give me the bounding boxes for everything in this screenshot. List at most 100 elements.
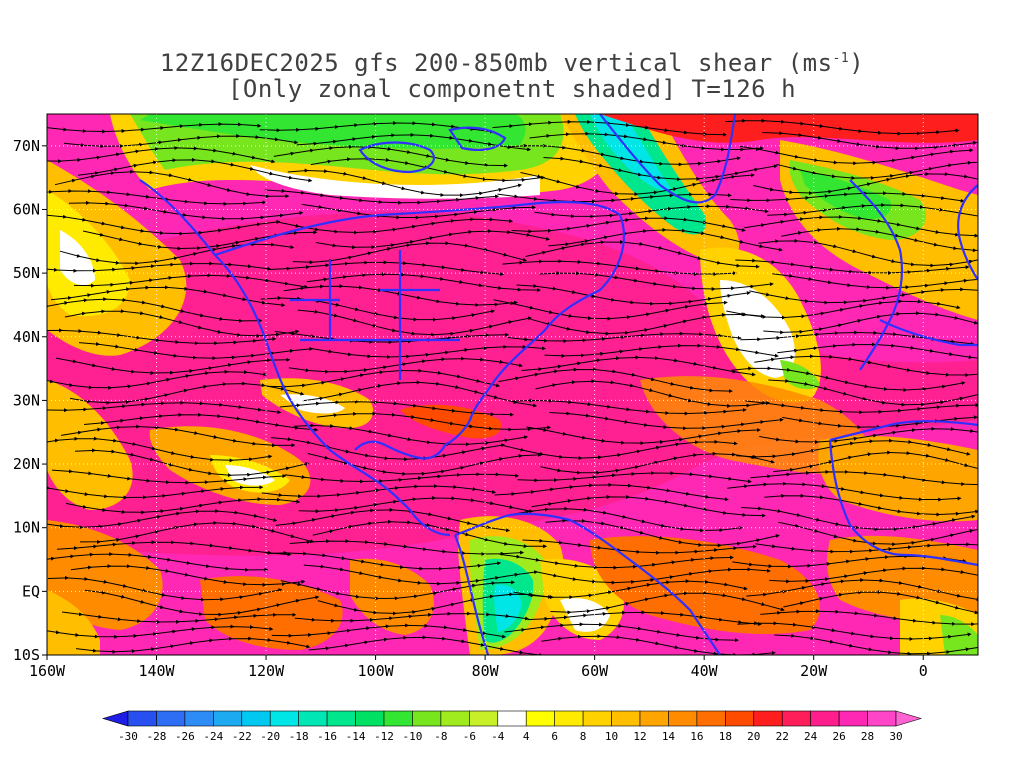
colorbar-swatch bbox=[241, 710, 271, 727]
colorbar-swatch bbox=[298, 710, 328, 727]
x-tick-label: 80W bbox=[472, 662, 500, 680]
colorbar-swatch bbox=[582, 710, 612, 727]
streamline bbox=[59, 242, 295, 266]
title-line-2: [Only zonal componetnt shaded] T=126 h bbox=[227, 75, 797, 103]
colorbar-swatch bbox=[326, 710, 356, 727]
colorbar-swatch bbox=[554, 710, 584, 727]
colorbar-label: 20 bbox=[747, 730, 760, 743]
streamline bbox=[294, 611, 530, 623]
colorbar-swatch bbox=[184, 710, 214, 727]
streamline bbox=[736, 438, 971, 459]
colorbar-label: 16 bbox=[690, 730, 703, 743]
y-tick-label: EQ bbox=[22, 582, 40, 600]
colorbar-label: -28 bbox=[147, 730, 167, 743]
x-tick-label: 60W bbox=[581, 662, 609, 680]
y-tick-label: 30N bbox=[13, 391, 40, 409]
streamline bbox=[47, 509, 278, 530]
title-line-1: 12Z16DEC2025 gfs 200-850mb vertical shea… bbox=[0, 46, 1024, 76]
streamline bbox=[513, 579, 748, 600]
colorbar-label: -14 bbox=[346, 730, 366, 743]
colorbar-label: -4 bbox=[491, 730, 505, 743]
x-tick-label: 160W bbox=[29, 662, 66, 680]
y-tick-label: 50N bbox=[13, 264, 40, 282]
colorbar-swatch bbox=[525, 710, 555, 727]
colorbar-label: -26 bbox=[175, 730, 195, 743]
streamline bbox=[47, 122, 262, 134]
colorbar-label: 28 bbox=[861, 730, 874, 743]
colorbar-label: -22 bbox=[232, 730, 252, 743]
streamline bbox=[527, 610, 762, 626]
colorbar-swatch bbox=[383, 710, 413, 727]
streamline bbox=[47, 400, 282, 415]
colorbar-min-arrow bbox=[101, 710, 129, 727]
streamline bbox=[261, 484, 497, 499]
streamline bbox=[47, 145, 276, 164]
colorbar-label: 8 bbox=[580, 730, 587, 743]
streamline bbox=[549, 411, 784, 431]
colorbar-swatch bbox=[696, 710, 726, 727]
streamline bbox=[755, 542, 978, 554]
colorbar-label: -30 bbox=[118, 730, 138, 743]
streamlines bbox=[47, 118, 978, 655]
streamline bbox=[730, 191, 965, 203]
streamline bbox=[73, 273, 309, 289]
x-tick-label: 40W bbox=[691, 662, 719, 680]
streamline bbox=[494, 482, 729, 502]
colorbar-swatch bbox=[639, 710, 669, 727]
title-unit-exponent: -1 bbox=[832, 51, 850, 66]
streamline bbox=[75, 636, 311, 654]
streamline bbox=[51, 469, 287, 485]
streamline bbox=[726, 299, 961, 320]
colorbar-swatch bbox=[668, 710, 698, 727]
colorbar-swatch bbox=[469, 710, 499, 727]
streamline bbox=[302, 380, 538, 408]
colorbar-label: -10 bbox=[403, 730, 423, 743]
colorbar-label: 22 bbox=[776, 730, 789, 743]
x-tick-label: 0 bbox=[919, 662, 928, 680]
colorbar-label: 18 bbox=[719, 730, 732, 743]
colorbar-swatch bbox=[867, 710, 897, 727]
colorbar-swatch bbox=[725, 710, 755, 727]
colorbar-label: -8 bbox=[434, 730, 447, 743]
streamline bbox=[271, 623, 507, 639]
streamline bbox=[264, 188, 500, 205]
x-tick-label: 20W bbox=[800, 662, 828, 680]
colorbar-swatch bbox=[269, 710, 299, 727]
x-tick-label: 140W bbox=[138, 662, 175, 680]
streamline bbox=[522, 538, 757, 555]
streamline bbox=[265, 368, 501, 389]
y-tick-label: 10S bbox=[13, 646, 40, 664]
streamline bbox=[78, 341, 314, 361]
colorbar-label: 24 bbox=[804, 730, 818, 743]
streamline bbox=[762, 131, 978, 151]
streamline bbox=[317, 592, 553, 616]
streamline bbox=[79, 520, 315, 544]
streamline bbox=[782, 414, 978, 430]
colorbar-swatch bbox=[497, 710, 527, 727]
colorbar-swatch bbox=[440, 710, 470, 727]
y-axis: 70N 60N 50N 40N 30N 20N 10N EQ 10S bbox=[13, 137, 47, 664]
chart-title: 12Z16DEC2025 gfs 200-850mb vertical shea… bbox=[0, 46, 1024, 102]
streamline bbox=[274, 331, 510, 345]
colorbar-swatch bbox=[781, 710, 811, 727]
streamline bbox=[47, 624, 274, 639]
x-tick-label: 120W bbox=[248, 662, 285, 680]
streamline bbox=[767, 203, 978, 221]
streamline bbox=[61, 611, 297, 624]
streamline bbox=[269, 260, 505, 277]
colorbar-label: 10 bbox=[605, 730, 618, 743]
streamline bbox=[56, 540, 292, 557]
colorbar-label: -12 bbox=[374, 730, 394, 743]
colorbar-label: -6 bbox=[463, 730, 476, 743]
streamline bbox=[735, 258, 970, 275]
title-text-close: ) bbox=[849, 49, 865, 77]
plot-frame bbox=[46, 113, 979, 656]
colorbar-swatch bbox=[838, 710, 868, 727]
streamline bbox=[47, 261, 272, 273]
colorbar-label: -20 bbox=[260, 730, 280, 743]
streamline bbox=[745, 400, 978, 415]
streamline bbox=[517, 471, 752, 484]
streamline bbox=[541, 634, 776, 655]
streamline bbox=[296, 132, 532, 152]
